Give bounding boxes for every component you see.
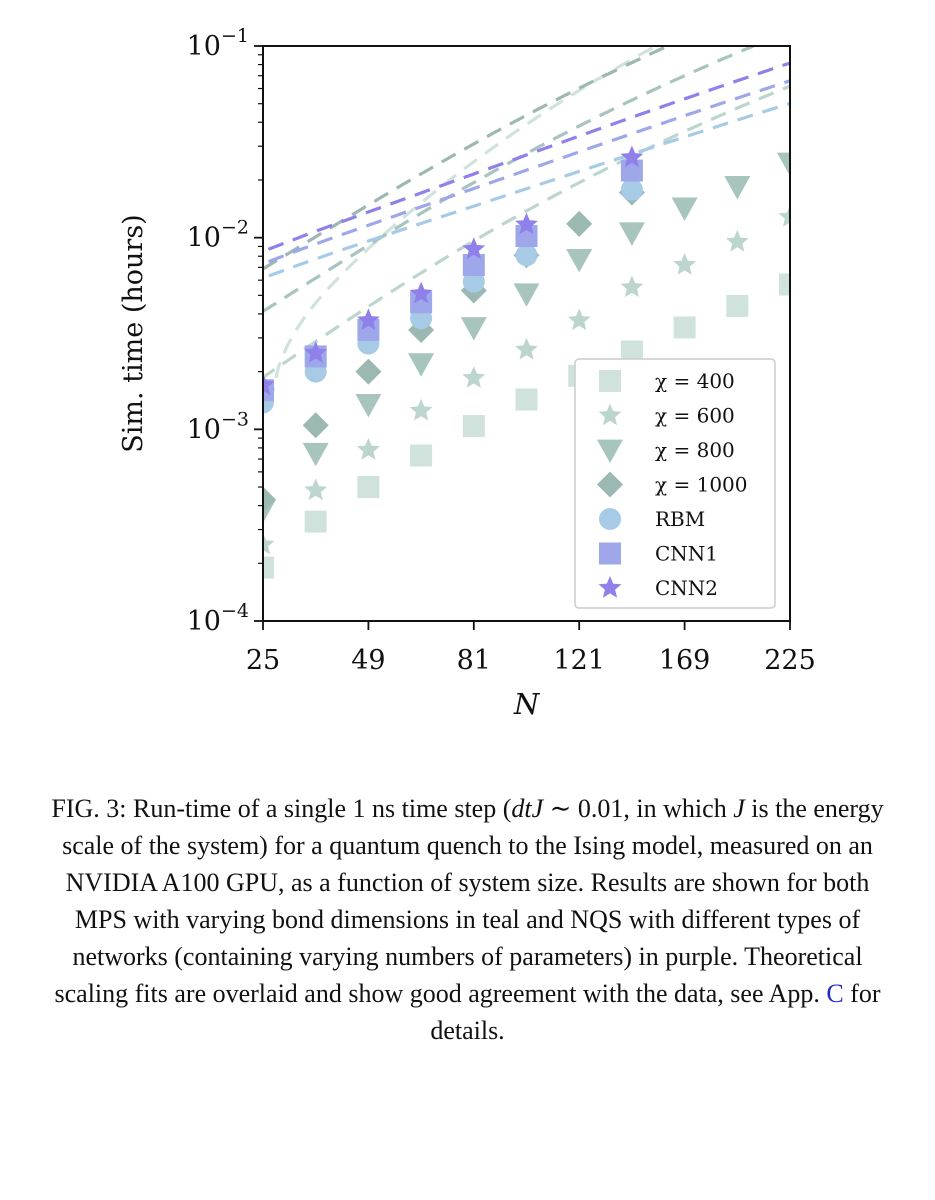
point-chi-600-n100 [515,337,538,360]
point-chi-600-n121 [567,308,591,331]
point-chi-800-n100 [513,283,540,307]
fit-curve-cnn2 [263,61,790,254]
caption-label: FIG. 3: [51,794,127,823]
point-chi-400-n169 [673,316,696,339]
point-chi-800-n144 [618,222,645,246]
point-chi-1000-n121 [566,210,593,237]
series-rbm [263,178,643,414]
fit-curve-chi-400 [268,46,660,404]
point-chi-400-n196 [726,295,749,318]
y-axis-label: Sim. time (hours) [118,214,149,452]
legend-marker-rbm [599,508,621,530]
point-chi-800-n169 [671,197,698,221]
point-rbm-n81 [462,270,485,293]
point-chi-600-n36 [304,478,328,501]
fit-curve-chi-600 [263,84,790,380]
point-chi-800-n81 [460,317,487,341]
point-chi-400-n64 [410,444,433,467]
caption-math-j: J [733,794,745,823]
point-cnn2-n81 [462,237,486,259]
point-chi-600-n49 [357,438,380,460]
point-chi-600-n64 [409,398,433,421]
point-chi-800-n121 [566,249,593,273]
y-tick-label: 10−3 [187,408,249,445]
x-axis: 25 49 81 121 169 225 N [246,621,816,721]
x-tick-label: 225 [764,645,816,676]
x-tick-label: 25 [246,645,280,676]
point-chi-600-n169 [673,253,696,275]
fit-curve-chi-800 [263,46,758,314]
caption-part2: ∼ 0.01, in which [543,794,734,823]
axes-frame [262,45,791,622]
point-chi-800-n225 [777,152,790,177]
legend-label-chi-800: χ = 800 [655,438,735,462]
x-tick-label: 81 [457,645,491,676]
point-cnn2-n144 [620,145,644,168]
fit-curves [263,46,790,404]
legend-marker-cnn1 [599,542,621,565]
legend: χ = 400 χ = 600 χ = 800 χ = 1000 RBM CNN1 CNN2 [574,358,776,609]
legend-label-rbm: RBM [655,507,705,531]
point-chi-400-n100 [515,388,538,411]
x-tick-label: 49 [351,645,385,676]
point-chi-1000-n36 [302,412,329,439]
legend-marker-chi-600 [598,403,622,426]
point-chi-600-n81 [462,366,486,388]
x-axis-label: N [513,687,541,721]
y-tick-label: 10−2 [187,217,249,254]
legend-label-cnn2: CNN2 [655,576,718,600]
point-cnn2-n64 [409,281,433,304]
point-rbm-n144 [620,178,643,201]
point-chi-400-n144 [620,340,643,363]
point-chi-1000-n49 [355,358,382,385]
point-chi-400-n225 [779,273,790,296]
legend-marker-chi-800 [597,439,623,463]
figure-caption: FIG. 3: Run-time of a single 1 ns time s… [40,790,895,1049]
legend-label-chi-1000: χ = 1000 [655,473,748,497]
fit-curve-rbm [263,101,790,280]
y-tick-label: 10−4 [187,600,249,637]
legend-box [574,358,776,609]
point-cnn2-n25 [263,373,275,395]
legend-label-cnn1: CNN1 [655,542,718,566]
point-chi-800-n49 [355,393,382,418]
point-rbm-n100 [515,244,538,267]
legend-label-chi-600: χ = 600 [655,404,735,428]
point-cnn2-n100 [515,212,538,235]
point-chi-800-n36 [302,442,329,467]
series-chi-600 [263,205,790,555]
point-chi-600-n25 [263,532,275,555]
caption-part3: is the energy scale of the system) for a… [54,794,884,1008]
point-chi-600-n196 [725,229,749,252]
point-chi-600-n144 [620,275,644,298]
x-tick-label: 121 [553,645,605,676]
appendix-link[interactable]: C [826,979,844,1008]
series-cnn2 [263,145,644,395]
legend-marker-chi-400 [599,370,621,392]
point-chi-400-n25 [263,556,274,579]
point-cnn2-n36 [304,341,328,363]
point-chi-1000-n25 [263,486,276,513]
fit-curve-cnn1 [263,79,790,266]
point-cnn2-n49 [357,308,380,331]
x-tick-label: 169 [659,645,711,676]
y-axis: 10−4 10−3 10−2 10−1 Sim. time (hours) [118,25,263,637]
point-chi-600-n225 [778,205,790,227]
point-cnn1-n81 [462,254,485,277]
legend-marker-cnn2 [598,576,622,598]
runtime-chart: 10−4 10−3 10−2 10−1 Sim. time (hours) 25 49 81 1… [118,25,816,721]
y-tick-label: 10−1 [187,25,249,62]
caption-part4: for details. [430,979,881,1045]
point-cnn1-n64 [410,291,433,314]
point-chi-400-n81 [462,415,485,438]
point-chi-400-n49 [357,476,380,499]
point-chi-800-n64 [408,353,435,377]
caption-part1: Run-time of a single 1 ns time step ( [132,794,512,823]
figure-3: 10−4 10−3 10−2 10−1 Sim. time (hours) 25 49 81 1… [118,25,816,721]
point-chi-400-n36 [304,510,327,533]
legend-label-chi-400: χ = 400 [655,369,735,393]
caption-math-dtj: dtJ [511,794,544,823]
point-chi-800-n196 [724,176,751,200]
legend-marker-chi-1000 [597,471,623,498]
